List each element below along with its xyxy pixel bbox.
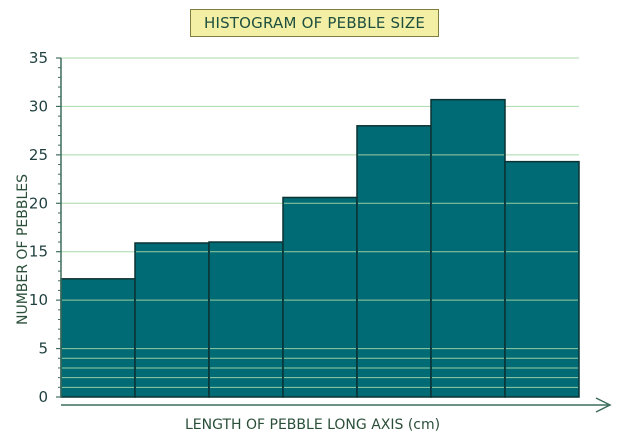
y-tick-label: 35 (29, 49, 48, 67)
labels-layer: 0 5 10 15 20 25 30 35 (29, 49, 48, 406)
x-axis-label: LENGTH OF PEBBLE LONG AXIS (cm) (185, 417, 440, 433)
y-tick-label: 10 (29, 291, 48, 309)
histogram-bar (134, 242, 210, 398)
histogram-bar (504, 160, 580, 398)
histogram-bar (282, 196, 358, 398)
y-axis-label: NUMBER OF PEBBLES (15, 174, 31, 325)
y-tick-label: 15 (29, 243, 48, 261)
y-tick-label: 20 (29, 194, 48, 212)
y-tick-label: 25 (29, 146, 48, 164)
histogram-bar (430, 98, 506, 398)
histogram-bar (208, 241, 284, 398)
bars-layer (60, 98, 580, 398)
axes-layer (56, 57, 612, 413)
histogram-bar (60, 278, 136, 398)
histogram-bar (356, 125, 432, 398)
y-tick-label: 5 (38, 340, 48, 358)
y-tick-label: 0 (38, 388, 48, 406)
chart-title: HISTOGRAM OF PEBBLE SIZE (190, 9, 439, 37)
y-tick-label: 30 (29, 97, 48, 115)
x-axis-arrowhead (595, 397, 612, 413)
